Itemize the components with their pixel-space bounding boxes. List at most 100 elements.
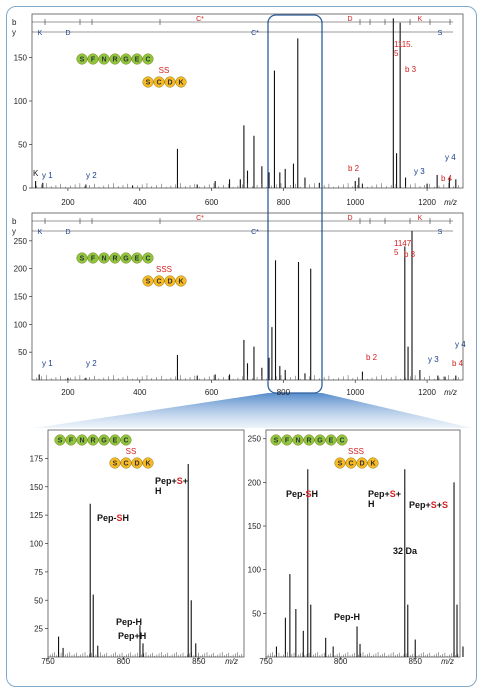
residue-circle bbox=[98, 53, 110, 65]
disulfide-link-label: SSS bbox=[348, 447, 364, 456]
ion-label: y 4 bbox=[445, 153, 456, 162]
residue-circle bbox=[334, 457, 346, 469]
x-tick-label: 1000 bbox=[346, 388, 364, 397]
residue-letter: S bbox=[58, 438, 63, 445]
residue-circle bbox=[109, 434, 121, 446]
zoom-callout bbox=[34, 393, 472, 428]
y-tick-label: 100 bbox=[14, 320, 28, 329]
peak-annotation: Pep+S+S bbox=[409, 500, 448, 510]
x-tick-label: 1200 bbox=[418, 198, 436, 207]
x-tick-label: 200 bbox=[61, 388, 75, 397]
y-tick-label: 150 bbox=[14, 293, 28, 302]
residue-circle bbox=[292, 434, 304, 446]
residue-circle bbox=[120, 434, 132, 446]
residue-letter: C bbox=[348, 461, 353, 468]
residue-letter: S bbox=[338, 461, 343, 468]
residue-letter: G bbox=[101, 438, 107, 445]
ion-label: y 1 bbox=[42, 359, 53, 368]
residue-letter: C bbox=[123, 438, 128, 445]
residue-letter: S bbox=[146, 279, 151, 286]
residue-circle bbox=[314, 434, 326, 446]
x-tick-label: 750 bbox=[259, 657, 273, 666]
y-tick-label: 0 bbox=[23, 184, 28, 193]
x-tick-label: 400 bbox=[133, 198, 147, 207]
figure-frame bbox=[6, 6, 477, 687]
x-tick-label: 800 bbox=[334, 657, 348, 666]
residue-letter: F bbox=[91, 256, 96, 263]
b-ladder-residue: K bbox=[418, 16, 423, 23]
residue-letter: R bbox=[112, 256, 117, 263]
y-series-label: y bbox=[12, 227, 16, 236]
residue-circle bbox=[54, 434, 66, 446]
residue-circle bbox=[131, 457, 143, 469]
x-tick-label: 800 bbox=[117, 657, 131, 666]
x-tick-label: 1200 bbox=[418, 388, 436, 397]
y-tick-label: 250 bbox=[14, 237, 28, 246]
residue-letter: N bbox=[295, 438, 300, 445]
ion-label: b 2 bbox=[366, 353, 378, 362]
residue-circle bbox=[120, 53, 132, 65]
y-tick-label: 150 bbox=[14, 54, 28, 63]
y-tick-label: 100 bbox=[14, 97, 28, 106]
residue-circle bbox=[345, 457, 357, 469]
residue-letter: K bbox=[178, 279, 183, 286]
parent-mass-label: 5 bbox=[394, 49, 399, 58]
residue-circle bbox=[76, 252, 88, 264]
peak-annotation: Pep-SH bbox=[286, 489, 318, 499]
disulfide-link-label: SS bbox=[126, 447, 137, 456]
b-ladder-residue: C* bbox=[196, 215, 204, 222]
b-ladder-residue: K bbox=[418, 215, 423, 222]
x-tick-label: 750 bbox=[41, 657, 55, 666]
residue-letter: G bbox=[317, 438, 323, 445]
residue-circle bbox=[131, 252, 143, 264]
ion-label: y 1 bbox=[42, 171, 53, 180]
residue-letter: N bbox=[79, 438, 84, 445]
residue-circle bbox=[153, 76, 165, 88]
peak-annotation: Pep+S+ bbox=[368, 489, 401, 499]
y-ladder-residue: K bbox=[38, 30, 43, 37]
b-ladder-residue: D bbox=[347, 215, 352, 222]
x-axis-unit: m/z bbox=[225, 657, 238, 666]
residue-circle bbox=[175, 275, 187, 287]
y-tick-label: 200 bbox=[248, 478, 262, 487]
y-tick-label: 250 bbox=[248, 435, 262, 444]
x-tick-label: 1000 bbox=[346, 198, 364, 207]
residue-letter: N bbox=[101, 256, 106, 263]
residue-letter: G bbox=[123, 57, 129, 64]
ion-label: b 4 bbox=[452, 359, 464, 368]
parent-mass-label: 5 bbox=[394, 248, 399, 257]
residue-circle bbox=[303, 434, 315, 446]
parent-mass-label: 1115. bbox=[394, 40, 413, 49]
x-tick-label: 600 bbox=[205, 388, 219, 397]
residue-letter: C bbox=[156, 80, 161, 87]
residue-letter: R bbox=[90, 438, 95, 445]
residue-circle bbox=[142, 457, 154, 469]
residue-letter: K bbox=[178, 80, 183, 87]
x-tick-label: 800 bbox=[277, 388, 291, 397]
residue-circle bbox=[65, 434, 77, 446]
x-axis-unit: m/z bbox=[444, 388, 457, 397]
residue-letter: D bbox=[167, 80, 172, 87]
residue-letter: K bbox=[145, 461, 150, 468]
ion-label: b 3 bbox=[404, 250, 416, 259]
residue-letter: D bbox=[134, 461, 139, 468]
residue-letter: E bbox=[329, 438, 334, 445]
ion-label: b 3 bbox=[405, 65, 417, 74]
y-tick-label: 150 bbox=[30, 483, 44, 492]
residue-letter: K bbox=[370, 461, 375, 468]
residue-circle bbox=[87, 434, 99, 446]
residue-circle bbox=[142, 53, 154, 65]
residue-letter: C bbox=[123, 461, 128, 468]
y-tick-label: 150 bbox=[248, 522, 262, 531]
residue-letter: R bbox=[112, 57, 117, 64]
residue-letter: C bbox=[145, 256, 150, 263]
